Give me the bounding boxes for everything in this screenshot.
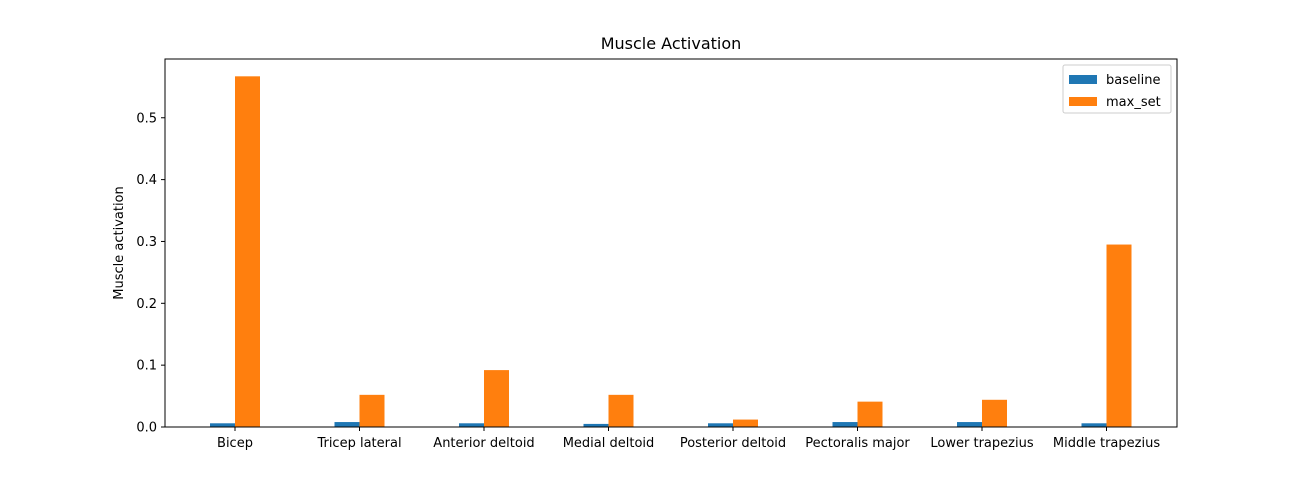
bar-baseline-7	[1081, 423, 1107, 427]
bar-baseline-4	[708, 423, 733, 427]
legend-label-max-set: max_set	[1106, 95, 1161, 110]
bar-baseline-2	[459, 423, 484, 427]
bar-baseline-3	[583, 423, 609, 427]
x-tick-label: Tricep lateral	[316, 436, 401, 451]
y-tick-label: 0.4	[136, 173, 157, 188]
x-tick-label: Medial deltoid	[563, 436, 655, 451]
legend: baseline max_set	[1062, 64, 1172, 114]
bar-max-set-5	[857, 401, 883, 427]
bar-max-set-6	[982, 399, 1007, 427]
x-tick-label: Anterior deltoid	[433, 436, 534, 451]
bar-baseline-0	[210, 423, 235, 427]
y-tick-label: 0.0	[136, 421, 157, 436]
bars-layer	[210, 76, 1132, 427]
x-tick-label: Lower trapezius	[930, 436, 1033, 451]
bar-max-set-1	[359, 394, 385, 427]
x-tick-label: Middle trapezius	[1053, 436, 1160, 451]
y-axis-label: Muscle activation	[112, 186, 127, 300]
ticks-layer: Bicep Tricep lateral Anterior deltoid Media…	[136, 111, 1160, 451]
bar-max-set-0	[235, 76, 260, 427]
x-tick-label: Pectoralis major	[805, 436, 910, 451]
y-tick-label: 0.3	[136, 235, 157, 250]
legend-swatch-max-set	[1069, 97, 1097, 106]
bar-baseline-1	[334, 422, 360, 427]
x-tick-label: Posterior deltoid	[680, 436, 786, 451]
bar-max-set-7	[1106, 244, 1132, 427]
legend-swatch-baseline	[1069, 75, 1097, 84]
y-tick-label: 0.5	[136, 111, 157, 126]
plot-frame	[164, 58, 1178, 428]
bar-baseline-5	[832, 422, 858, 427]
y-tick-label: 0.2	[136, 297, 157, 312]
x-tick-label: Bicep	[217, 436, 253, 451]
chart-title: Muscle Activation	[601, 34, 742, 53]
bar-max-set-3	[608, 394, 634, 427]
bar-max-set-2	[484, 370, 509, 427]
bar-baseline-6	[957, 422, 982, 427]
bar-max-set-4	[733, 419, 758, 427]
legend-label-baseline: baseline	[1106, 73, 1160, 88]
y-tick-label: 0.1	[136, 359, 157, 374]
